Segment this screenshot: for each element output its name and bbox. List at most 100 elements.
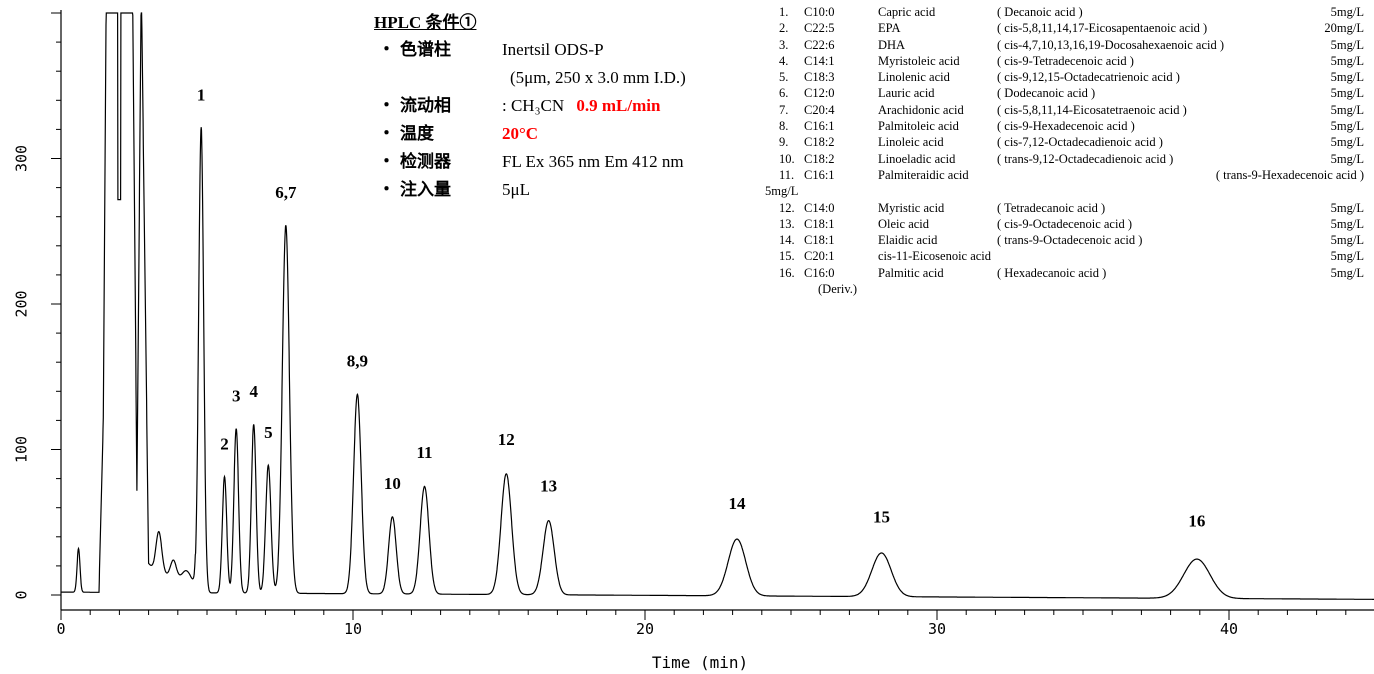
legend-concentration: 5mg/L — [1330, 249, 1364, 264]
legend-number: 13. — [779, 216, 795, 231]
legend-code: C16:1 — [804, 167, 835, 182]
legend-code: C18:2 — [804, 135, 835, 150]
legend-code: C22:6 — [804, 37, 835, 52]
peak-label: 12 — [498, 430, 515, 449]
condition-label: 温度 — [400, 124, 434, 144]
legend-concentration: 5mg/L — [1330, 37, 1364, 52]
condition-value: 20°C — [502, 120, 538, 148]
condition-value: Inertsil ODS-P — [502, 40, 604, 59]
bullet: ・ — [378, 40, 395, 60]
legend-number: 4. — [779, 53, 789, 68]
legend-name: Oleic acid — [878, 216, 930, 231]
condition-row: (5μm, 250 x 3.0 mm I.D.) — [374, 64, 754, 92]
conditions-title: HPLC 条件① — [374, 13, 477, 32]
condition-row: ・检测器 FL Ex 365 nm Em 412 nm — [374, 148, 754, 176]
x-tick-label: 40 — [1220, 620, 1238, 638]
peak-label: 15 — [873, 507, 890, 526]
conditions-list: ・色谱柱 Inertsil ODS-P (5μm, 250 x 3.0 mm I.D… — [374, 36, 754, 204]
legend-row: 16. C16:0 Palmitic acid ( Hexadecanoic acid… — [779, 265, 1364, 281]
legend-row: (Deriv.) — [779, 281, 1364, 297]
legend-row: 5mg/L — [765, 183, 1364, 199]
peak-legend-table: 1. C10:0 Capric acid ( Decanoic acid ) 5mg/L… — [765, 4, 1364, 297]
x-tick-label: 20 — [636, 620, 654, 638]
legend-name: Myristoleic acid — [878, 53, 960, 68]
legend-systematic-name: ( Tetradecanoic acid ) — [997, 200, 1106, 215]
legend-code: C14:0 — [804, 200, 835, 215]
legend-code: C10:0 — [804, 5, 835, 19]
x-tick-label: 0 — [56, 620, 65, 638]
legend-name: Palmiteraidic acid — [878, 167, 969, 182]
legend-code: C14:1 — [804, 53, 835, 68]
legend-systematic-name: ( trans-9,12-Octadecadienoic acid ) — [997, 151, 1174, 166]
bullet: ・ — [378, 152, 395, 172]
legend-name: Capric acid — [878, 5, 936, 19]
legend-number: 2. — [779, 21, 789, 36]
legend-row: 3. C22:6 DHA ( cis-4,7,10,13,16,19-Docosahe… — [779, 37, 1364, 53]
legend-row: 7. C20:4 Arachidonic acid ( cis-5,8,11,14-E… — [779, 102, 1364, 118]
condition-row: ・注入量 5μL — [374, 176, 754, 204]
peak-label: 13 — [540, 477, 557, 496]
legend-systematic-name: ( trans-9-Hexadecenoic acid ) — [1215, 167, 1364, 182]
legend-row: 11. C16:1 Palmiteraidic acid ( trans-9-Hexa… — [779, 167, 1364, 183]
legend-name: EPA — [878, 21, 901, 36]
legend-name: Linolenic acid — [878, 70, 950, 85]
legend-concentration: 5mg/L — [1330, 102, 1364, 117]
legend-systematic-name: ( Dodecanoic acid ) — [997, 86, 1096, 101]
legend-concentration: 5mg/L — [1330, 70, 1364, 85]
legend-number: 15. — [779, 249, 795, 264]
legend-code: C20:1 — [804, 249, 835, 264]
legend-row: 8. C16:1 Palmitoleic acid ( cis-9-Hexadecen… — [779, 118, 1364, 134]
chromatogram-trace — [61, 12, 1374, 600]
legend-concentration: 5mg/L — [1330, 5, 1364, 19]
legend-systematic-name: ( Hexadecanoic acid ) — [997, 265, 1107, 280]
legend-number: 8. — [779, 119, 789, 134]
x-axis-title: Time (min) — [652, 653, 748, 672]
legend-concentration: 5mg/L — [1330, 233, 1364, 248]
legend-code: C16:0 — [804, 265, 835, 280]
legend-concentration: 5mg/L — [1330, 151, 1364, 166]
legend-systematic-name: ( trans-9-Octadecenoic acid ) — [997, 233, 1143, 248]
peak-label: 3 — [232, 386, 241, 405]
legend-code: C18:1 — [804, 216, 835, 231]
legend-number: 7. — [779, 102, 789, 117]
legend-row: 12. C14:0 Myristic acid ( Tetradecanoic aci… — [779, 200, 1364, 216]
legend-concentration: 20mg/L — [1324, 21, 1364, 36]
legend-name: cis-11-Eicosenoic acid — [878, 249, 992, 264]
bullet: ・ — [378, 124, 395, 144]
y-tick-label: 200 — [13, 290, 31, 317]
legend-number: 9. — [779, 135, 789, 150]
legend-number: 6. — [779, 86, 789, 101]
legend-code: C16:1 — [804, 119, 835, 134]
chart-ticks: 0 10 20 30 40 0 100 200 300 — [13, 12, 1347, 638]
legend-name: Linoleic acid — [878, 135, 944, 150]
condition-row: ・流动相: CH₃CN 0.9 mL/min — [374, 92, 754, 120]
legend-name: Elaidic acid — [878, 233, 938, 248]
condition-value: (5μm, 250 x 3.0 mm I.D.) — [510, 68, 686, 87]
bullet: ・ — [378, 180, 395, 200]
legend-systematic-name: ( cis-5,8,11,14,17-Eicosapentaenoic acid… — [997, 21, 1208, 36]
legend-row: 5. C18:3 Linolenic acid ( cis-9,12,15-Octad… — [779, 69, 1364, 85]
legend-concentration: 5mg/L — [1330, 86, 1364, 101]
legend-concentration: 5mg/L — [1330, 216, 1364, 231]
legend-row: 2. C22:5 EPA ( cis-5,8,11,14,17-Eicosapenta… — [779, 20, 1364, 36]
legend-systematic-name: ( cis-9-Tetradecenoic acid ) — [997, 53, 1134, 68]
peak-label: 11 — [417, 443, 433, 462]
condition-value: 5μL — [502, 180, 530, 199]
legend-row: 14. C18:1 Elaidic acid ( trans-9-Octadeceno… — [779, 232, 1364, 248]
legend-code: C18:2 — [804, 151, 835, 166]
legend-number: 10. — [779, 151, 795, 166]
peak-label: 6,7 — [275, 183, 297, 202]
chart-axes — [60, 10, 1374, 611]
legend-name: Linoeladic acid — [878, 151, 956, 166]
legend-systematic-name: ( cis-9-Octadecenoic acid ) — [997, 216, 1132, 231]
legend-concentration: 5mg/L — [1330, 200, 1364, 215]
legend-number: 14. — [779, 233, 795, 248]
legend-row: 1. C10:0 Capric acid ( Decanoic acid ) 5mg/L — [779, 4, 1364, 20]
legend-name: Arachidonic acid — [878, 102, 964, 117]
legend-code: C20:4 — [804, 102, 835, 117]
legend-concentration: 5mg/L — [1330, 135, 1364, 150]
legend-name: Myristic acid — [878, 200, 945, 215]
legend-number: 12. — [779, 200, 795, 215]
